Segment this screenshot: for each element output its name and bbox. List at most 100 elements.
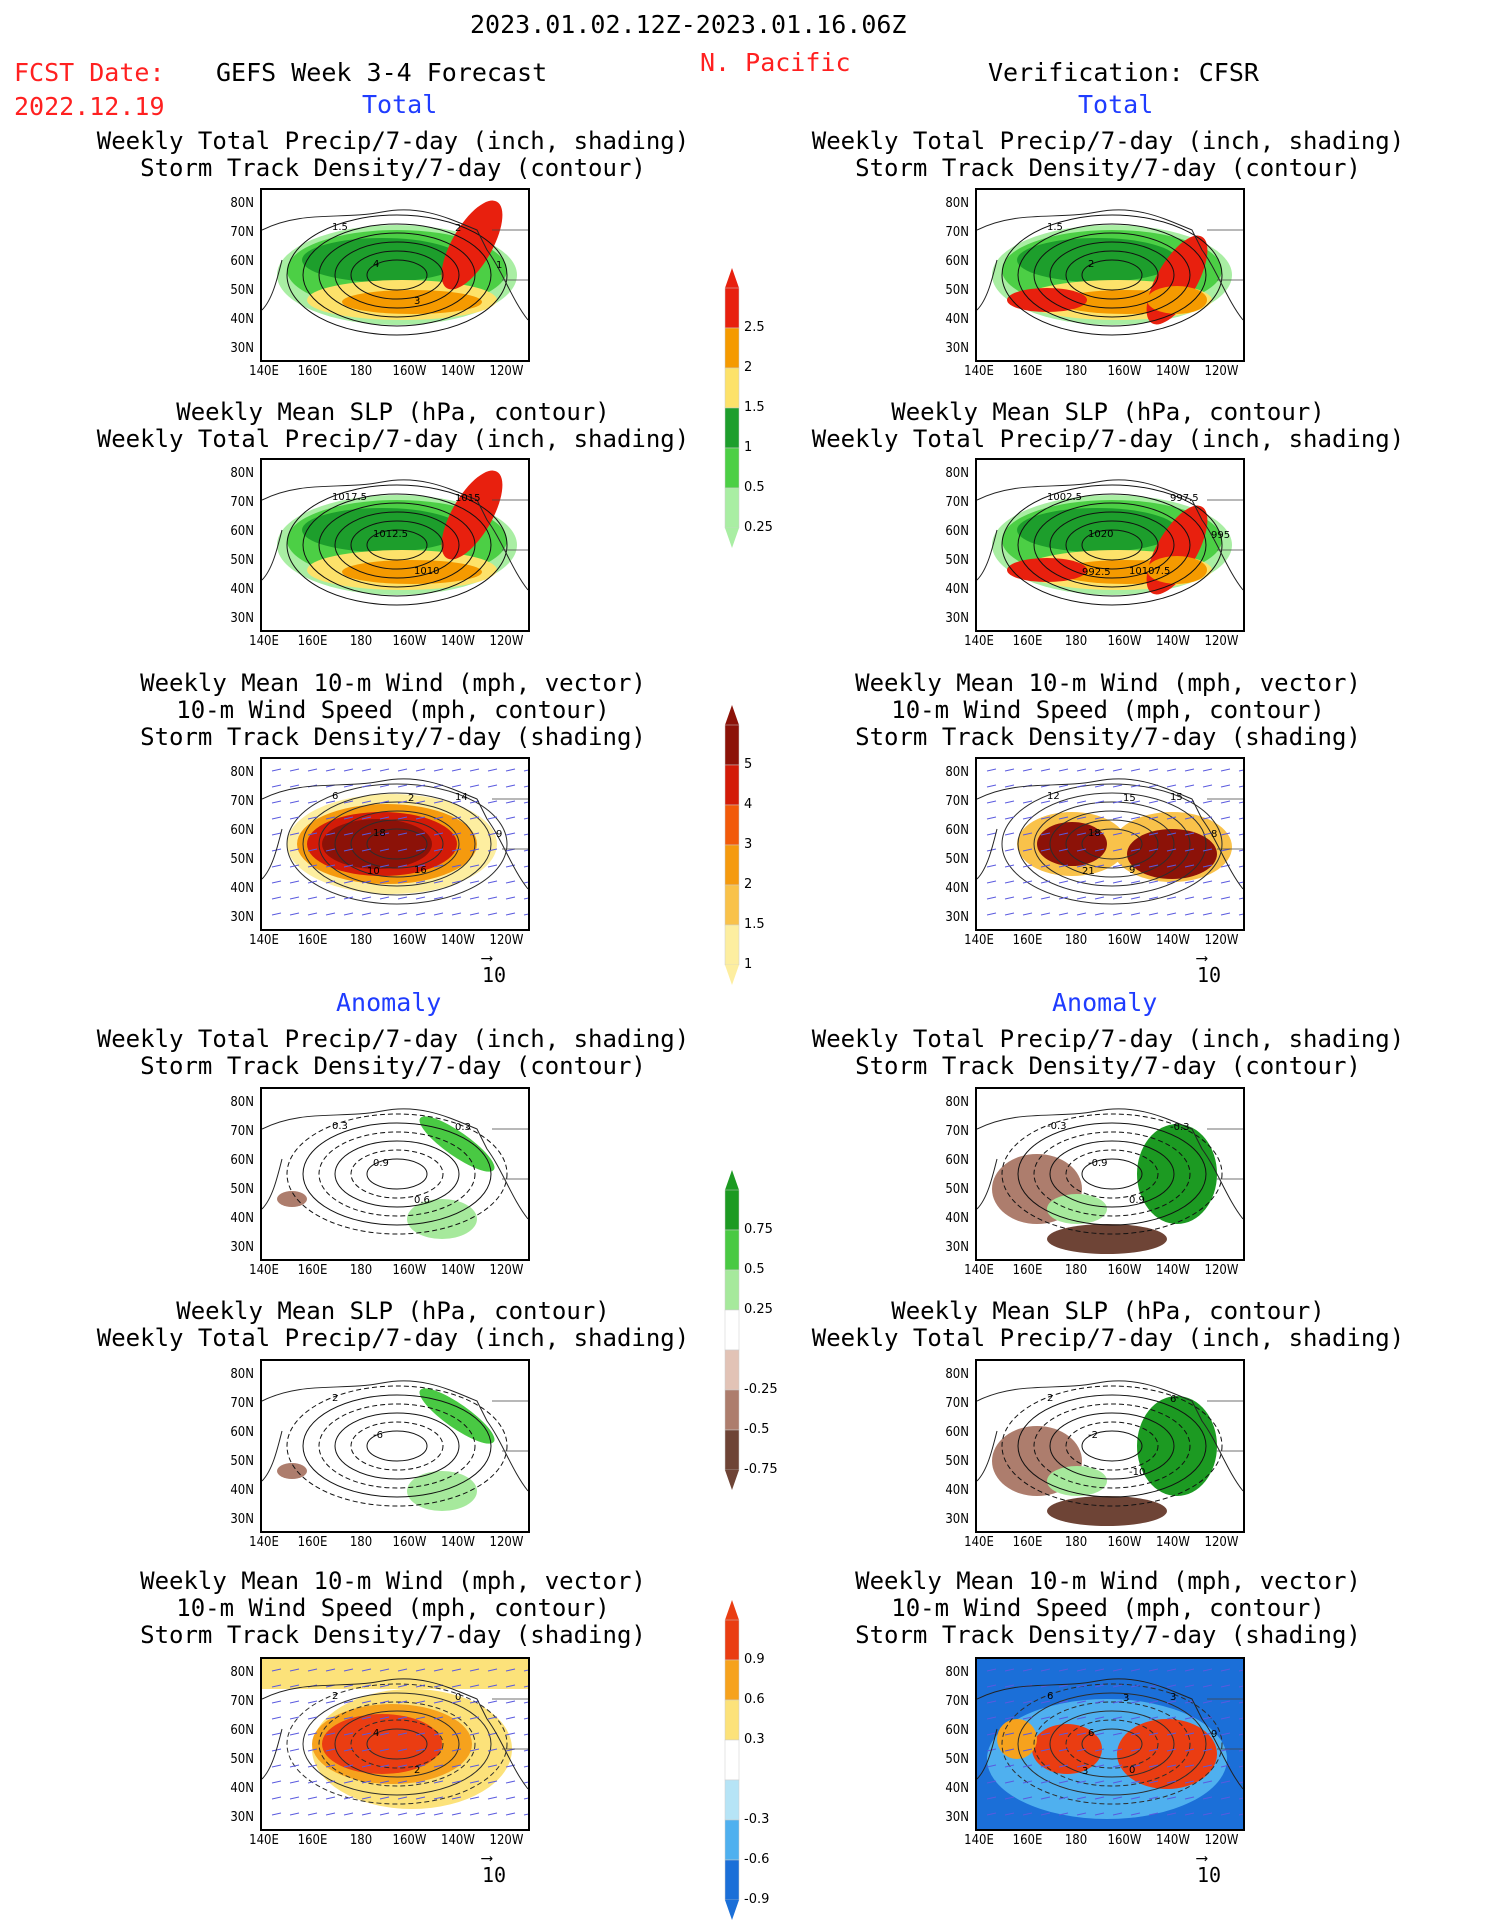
wind-vector [379,800,390,804]
border-line [492,229,528,281]
border-line [492,1400,528,1452]
vector-ref-value: 10 [482,1863,507,1887]
wind-vector [271,832,282,836]
colorbar-label: 1 [744,440,753,455]
wind-vector [379,1748,390,1752]
wind-vector [433,800,444,804]
vector-ref-arrow-icon: ⟶ [482,1848,492,1867]
colorbar-end-arrow [725,268,739,288]
lat-label: 50N [945,852,969,867]
anomaly-shading [1137,1396,1217,1496]
wind-vector [1040,1796,1051,1800]
contour-label: 1010 [414,566,439,577]
wind-vector [1148,1780,1159,1784]
lon-label: 140W [1156,933,1190,948]
wind-vector [271,784,282,788]
colorbar-label: 5 [744,757,753,772]
wind-vector [451,832,462,836]
wind-vector [1238,881,1243,884]
wind-vector [271,1668,282,1672]
lat-label: 60N [945,1153,969,1168]
wind-vector [1220,896,1231,900]
lat-label: 40N [945,582,969,597]
wind-vector [1058,1812,1069,1816]
lat-label: 30N [945,611,969,626]
lon-label: 120W [1204,933,1239,948]
contour-line [1017,223,1207,327]
wind-vector [1130,832,1141,836]
lat-label: 30N [230,341,254,356]
wind-vector [1112,768,1123,772]
contour-label: 1015 [455,493,480,504]
wind-vector [361,848,372,852]
map-panel-wind-anom-obs: 6 6 0 3 9 3 3 [975,1657,1245,1831]
contour-line [1017,1692,1207,1796]
wind-vector [469,864,480,868]
lon-label: 160E [297,634,328,649]
wind-vector [505,1812,516,1816]
lon-label: 140E [249,1535,279,1550]
wind-vector [1184,800,1195,804]
contour-label: 3 [1082,1766,1088,1777]
contour-line [1065,819,1159,869]
colorbar-label: -0.5 [744,1422,770,1437]
contour-label: 9 [496,829,502,840]
panel-title-line: Weekly Total Precip/7-day (inch, shading… [811,425,1405,453]
storm-shading [322,819,432,869]
wind-vector [1148,1764,1159,1768]
colorbar-segment [724,287,740,329]
wind-vector [1202,800,1213,804]
lon-label: 120W [1204,364,1239,379]
lat-label: 50N [945,283,969,298]
anomaly-shading [1047,1224,1167,1254]
wind-vector [1022,1700,1033,1704]
panel-title-line: Weekly Total Precip/7-day (inch, shading… [811,1324,1405,1352]
map-panel-wind-total-obs: 12 18 9 15 8 21 15 [975,757,1245,931]
lon-label: 120W [489,1833,524,1848]
contour-label: 8 [1211,829,1217,840]
wind-vector [523,1669,528,1672]
wind-vector [1238,1797,1243,1800]
lon-label: 140W [1156,1263,1190,1278]
wind-vector [343,1700,354,1704]
wind-vector [1166,896,1177,900]
wind-vector [1202,864,1213,868]
wind-vector [1166,1716,1177,1720]
wind-vector [1238,769,1243,772]
wind-vector [379,1732,390,1736]
contour-label: 16 [414,865,427,876]
lon-label: 160E [297,364,328,379]
lat-label: 30N [945,910,969,925]
contour-line [286,1385,508,1507]
wind-vector [1058,1716,1069,1720]
lon-label: 140W [441,933,475,948]
wind-vector [307,1796,318,1800]
wind-vector [271,816,282,820]
panel-title: Weekly Mean 10-m Wind (mph, vector) 10-m … [758,1568,1458,1649]
wind-vector [523,1813,528,1816]
wind-vector [451,768,462,772]
wind-vector [469,1748,480,1752]
wind-vector [1112,1668,1123,1672]
wind-vector [433,1716,444,1720]
colorbar-label: -0.25 [744,1382,778,1397]
wind-vector [1184,912,1195,916]
contour-line [1065,1421,1159,1471]
lat-label: 50N [230,1752,254,1767]
anomaly-shading [262,1659,528,1689]
wind-vector [397,848,408,852]
map-svg: 6 6 0 3 9 3 3 [977,1659,1243,1829]
wind-vector [361,880,372,884]
wind-vector [271,896,282,900]
lon-label: 140W [441,1535,475,1550]
wind-vector [523,1797,528,1800]
contour-line [1081,259,1143,291]
wind-vector [343,1780,354,1784]
wind-vector [1184,848,1195,852]
wind-vector [451,880,462,884]
wind-vector [397,1700,408,1704]
wind-vector [1040,1780,1051,1784]
panel-title-line: Storm Track Density/7-day (shading) [140,1621,646,1649]
contour-line [318,1131,476,1217]
wind-vector [1130,1684,1141,1688]
